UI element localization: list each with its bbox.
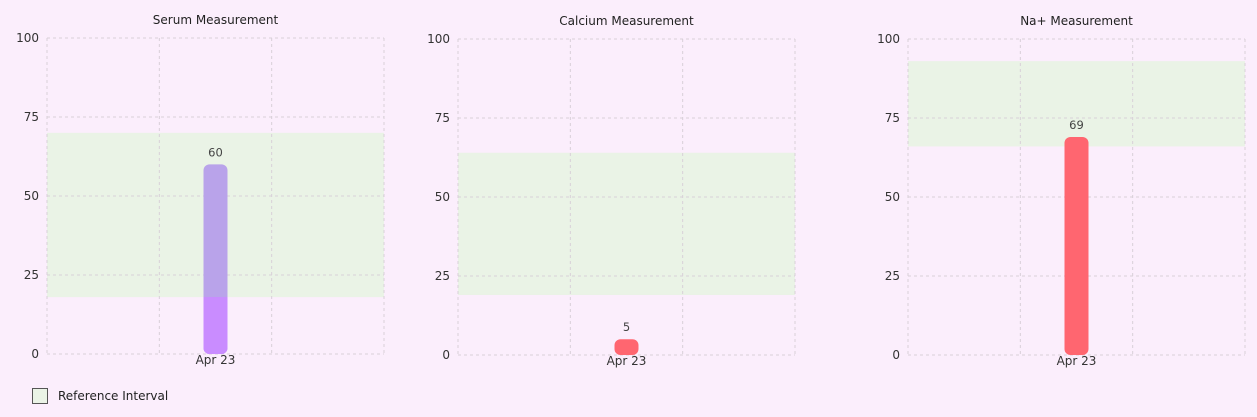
legend-label-reference-interval: Reference Interval (58, 389, 169, 403)
chart-2-data-label: 5 (623, 320, 630, 334)
chart-2-xtick-label: Apr 23 (607, 354, 647, 368)
chart-1-data-label: 60 (208, 145, 223, 159)
chart-1-ytick-label: 0 (31, 347, 39, 361)
chart-1-bar-below-reference (203, 297, 228, 354)
chart-2-ytick-label: 50 (435, 190, 450, 204)
chart-3-bar[interactable] (1064, 136, 1089, 355)
chart-3-title: Na+ Measurement (1020, 14, 1133, 28)
chart-2-ytick-label: 25 (435, 269, 450, 283)
chart-2-ytick-label: 75 (435, 111, 450, 125)
chart-2-bar[interactable] (614, 339, 639, 355)
chart-1-title: Serum Measurement (153, 13, 279, 27)
chart-3-reference-band (908, 61, 1245, 147)
chart-3-xtick-label: Apr 23 (1057, 354, 1097, 368)
chart-3-ytick-label: 100 (877, 32, 900, 46)
chart-1-ytick-label: 75 (24, 110, 39, 124)
chart-2-reference-band (458, 152, 795, 295)
chart-3-ytick-label: 75 (885, 111, 900, 125)
chart-1-bar-below-reference-join (203, 297, 228, 306)
legend: Reference Interval (32, 388, 168, 404)
chart-3-ytick-label: 25 (885, 269, 900, 283)
chart-1-ytick-label: 25 (24, 268, 39, 282)
chart-1-xtick-label: Apr 23 (196, 353, 236, 367)
chart-3-data-label: 69 (1069, 118, 1084, 132)
chart-2-title: Calcium Measurement (559, 14, 694, 28)
chart-3-ytick-label: 50 (885, 190, 900, 204)
chart-1-ytick-label: 100 (16, 31, 39, 45)
chart-2-ytick-label: 0 (442, 348, 450, 362)
chart-3-ytick-label: 0 (892, 348, 900, 362)
chart-2-ytick-label: 100 (427, 32, 450, 46)
chart-1-ytick-label: 50 (24, 189, 39, 203)
legend-swatch-reference-interval[interactable] (32, 388, 48, 404)
